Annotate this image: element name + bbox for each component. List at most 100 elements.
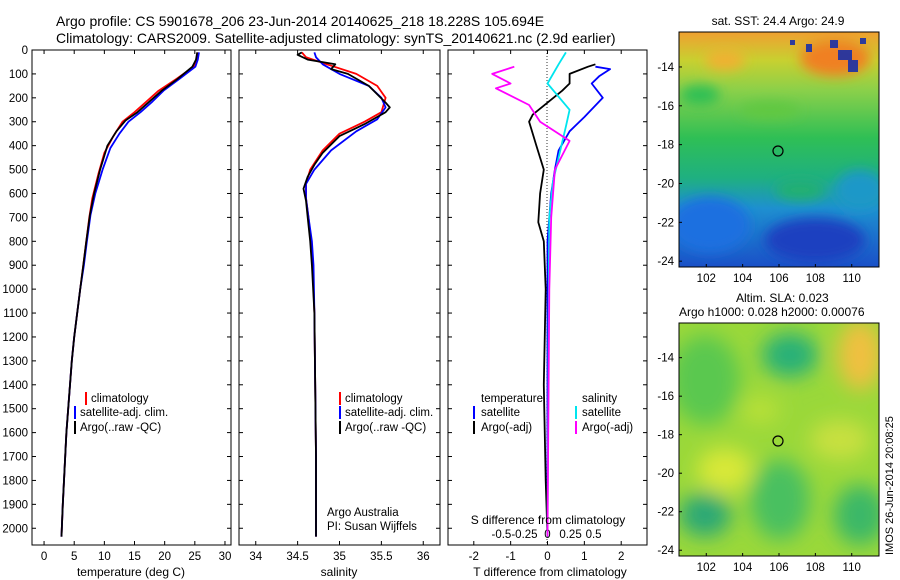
y-tick-label: 1600 — [2, 428, 28, 440]
difference-xlabel: T difference from climatology — [473, 565, 627, 579]
y-tick-label: 1400 — [2, 380, 28, 392]
y-tick-label: 500 — [9, 165, 28, 177]
map-x-tick-label: 102 — [697, 273, 716, 285]
series-line-argo-raw-qc — [296, 51, 391, 537]
map-x-tick-label: 104 — [733, 273, 753, 285]
sst-map: sat. SST: 24.4 Argo: 24.9 102 104 106 108 11… — [657, 14, 880, 285]
map-y-tick-label: -24 — [657, 256, 674, 268]
y-tick-label: 1500 — [2, 404, 28, 416]
y-tick-label: 100 — [9, 69, 28, 81]
x-tick-label: 5 — [71, 551, 77, 563]
y-tick-label: 1900 — [2, 499, 28, 511]
map-y-tick-label: -16 — [657, 391, 674, 403]
map-y-tick-label: -14 — [657, 353, 674, 365]
x-tick-label: -1 — [506, 551, 516, 563]
temperature-xlabel: temperature (deg C) — [77, 565, 185, 579]
map-y-tick-label: -24 — [657, 545, 674, 557]
legend-t-argo: Argo(-adj) — [481, 422, 532, 434]
series-line-climatology — [60, 52, 199, 537]
imos-watermark: IMOS 26-Jun-2014 20:08:25 — [884, 416, 896, 555]
y-tick-label: 700 — [9, 212, 28, 224]
map-y-tick-label: -20 — [657, 468, 674, 480]
legend-title-temperature: temperature — [481, 393, 543, 405]
series-line-s-satellite — [546, 51, 571, 537]
header-line-2: Climatology: CARS2009. Satellite-adjuste… — [56, 30, 616, 46]
series-line-s-argo-adj — [491, 65, 571, 537]
top-tick-label: -0.5 — [492, 529, 512, 541]
top-tick-label: 0.5 — [586, 529, 602, 541]
legend-t-satellite: satellite — [481, 407, 520, 419]
top-tick-label: -0.25 — [511, 529, 537, 541]
series-line-satellite-adj-clim — [305, 52, 387, 537]
map-x-tick-label: 104 — [733, 562, 753, 574]
x-tick-label: 20 — [158, 551, 171, 563]
argo-location-marker — [772, 435, 784, 447]
map-y-tick-label: -18 — [657, 140, 674, 152]
map-y-tick-label: -16 — [657, 101, 674, 113]
series-line-t-argo-adj — [528, 63, 596, 537]
x-tick-label: 1 — [581, 551, 587, 563]
y-tick-label: 1800 — [2, 475, 28, 487]
y-tick-label: 2000 — [2, 523, 28, 535]
series-line-t-satellite — [546, 65, 611, 537]
map-x-tick-label: 108 — [806, 562, 825, 574]
salinity-xlabel: salinity — [321, 565, 358, 579]
x-tick-label: 36 — [417, 551, 430, 563]
y-tick-label: 600 — [9, 188, 28, 200]
map-y-tick-label: -22 — [657, 217, 674, 229]
x-tick-label: 0 — [41, 551, 47, 563]
sla-map-title: Altim. SLA: 0.023 — [736, 291, 829, 305]
argo-location-marker — [772, 145, 784, 157]
temperature-legend: climatology satellite-adj. clim. Argo(..… — [74, 392, 168, 434]
y-tick-label: 400 — [9, 141, 28, 153]
difference-panel: -2 -1 0 1 2-0.5 -0.25 0 0.25 0.5 temperature sat… — [447, 49, 648, 579]
y-tick-label: 900 — [9, 260, 28, 272]
credit-pi: PI: Susan Wijffels — [327, 521, 417, 533]
legend-argo: Argo(..raw -QC) — [80, 422, 161, 434]
header-line-1: Argo profile: CS 5901678_206 23-Jun-2014… — [56, 13, 544, 29]
series-line-satellite-adj-clim — [60, 52, 200, 537]
y-tick-label: 200 — [9, 93, 28, 105]
map-x-tick-label: 102 — [697, 562, 716, 574]
credit-org: Argo Australia — [327, 507, 399, 519]
sla-map-subtitle: Argo h1000: 0.028 h2000: 0.00076 — [679, 305, 865, 319]
difference-top-xlabel: S difference from climatology — [471, 513, 626, 527]
map-y-tick-label: -20 — [657, 178, 674, 190]
legend-satellite: satellite-adj. clim. — [80, 407, 168, 419]
y-tick-label: 1200 — [2, 332, 28, 344]
x-tick-label: 34 — [249, 551, 262, 563]
x-tick-label: 30 — [219, 551, 232, 563]
x-tick-label: 15 — [128, 551, 141, 563]
map-y-tick-label: -18 — [657, 430, 674, 442]
sst-map-title: sat. SST: 24.4 Argo: 24.9 — [712, 14, 845, 28]
y-tick-label: 1700 — [2, 452, 28, 464]
map-x-tick-label: 106 — [769, 273, 788, 285]
legend-s-satellite: satellite — [582, 407, 621, 419]
x-tick-label: 2 — [618, 551, 624, 563]
map-x-tick-label: 106 — [769, 562, 788, 574]
top-tick-label: 0.25 — [559, 529, 581, 541]
x-tick-label: 25 — [188, 551, 201, 563]
sla-map: Altim. SLA: 0.023 Argo h1000: 0.028 h200… — [657, 291, 880, 574]
legend-s-argo: Argo(-adj) — [582, 422, 633, 434]
x-tick-label: 35 — [333, 551, 346, 563]
map-y-tick-label: -14 — [657, 62, 674, 74]
y-tick-label: 300 — [9, 117, 28, 129]
salinity-panel: 34 34.5 35 35.5 36 climatology satellite-adj… — [238, 49, 441, 579]
legend-climatology: climatology — [345, 393, 403, 405]
series-line-argo-raw-qc — [60, 52, 199, 537]
temperature-panel: 0100200300400500600700800900100011001200… — [2, 45, 232, 579]
legend-climatology: climatology — [91, 393, 149, 405]
x-tick-label: 0 — [544, 551, 550, 563]
difference-legend: temperature satellite Argo(-adj) salinit… — [473, 393, 633, 434]
salinity-legend: climatology satellite-adj. clim. Argo(..… — [339, 392, 433, 434]
map-x-tick-label: 110 — [843, 562, 861, 574]
y-tick-label: 0 — [22, 45, 28, 57]
y-tick-label: 800 — [9, 236, 28, 248]
map-x-tick-label: 110 — [843, 273, 861, 285]
legend-title-salinity: salinity — [582, 393, 617, 405]
map-x-tick-label: 108 — [806, 273, 825, 285]
legend-satellite: satellite-adj. clim. — [345, 407, 433, 419]
legend-argo: Argo(..raw -QC) — [345, 422, 426, 434]
